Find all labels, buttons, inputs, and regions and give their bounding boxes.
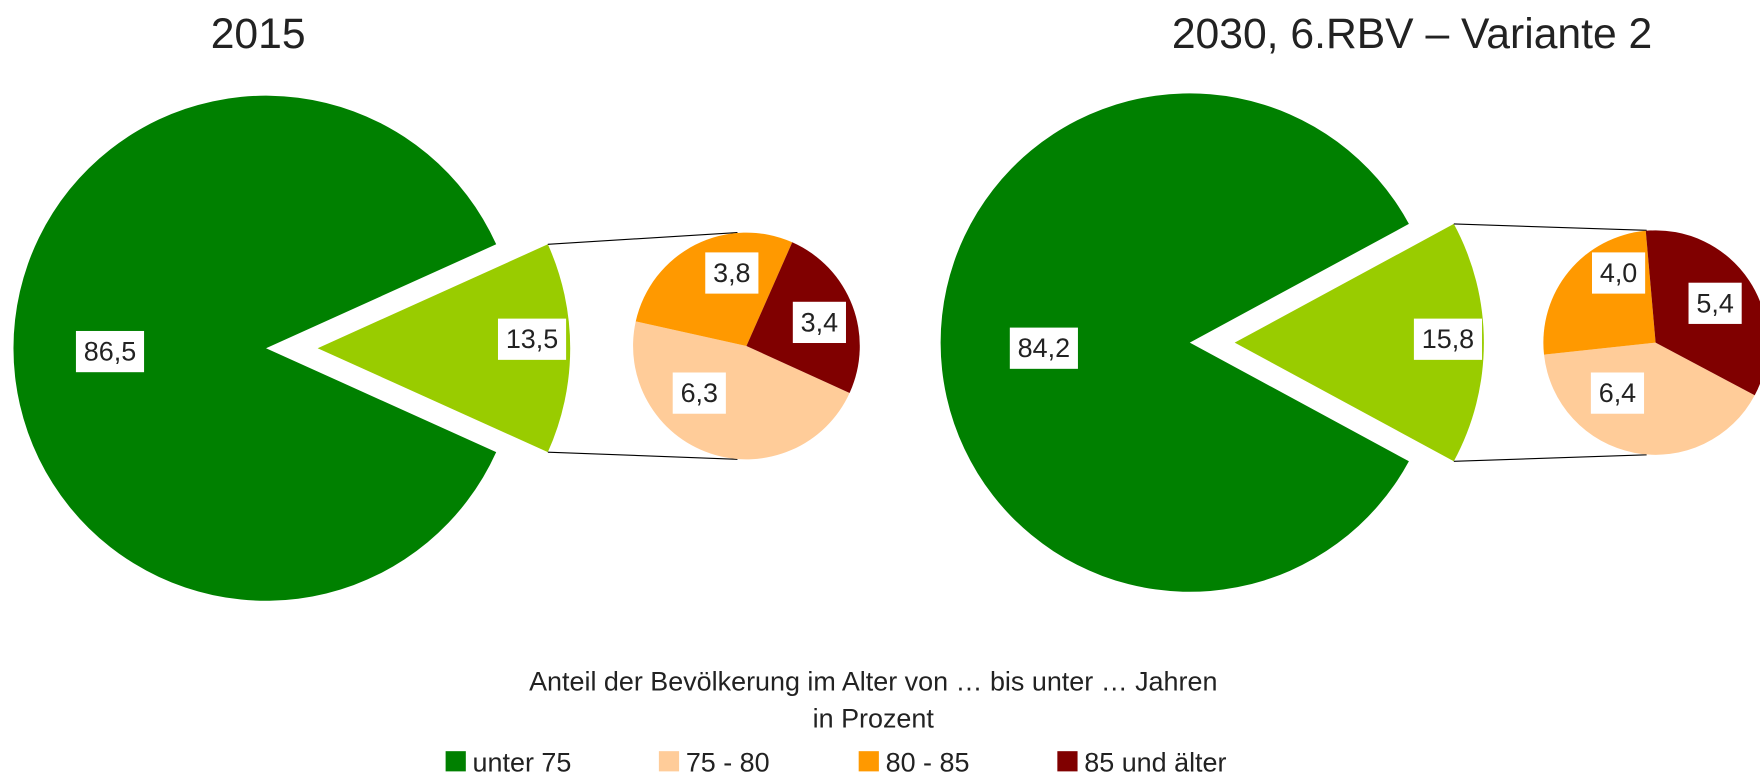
legend-swatch — [658, 751, 680, 772]
legend-label: unter 75 — [473, 747, 572, 775]
pie-slice — [13, 95, 497, 601]
data-label-box — [75, 330, 145, 373]
connector-line — [1453, 454, 1647, 462]
data-label: 6,3 — [681, 378, 718, 408]
legend-swatch — [445, 751, 466, 772]
legend-swatch — [858, 751, 879, 772]
legend-swatch — [1057, 751, 1078, 772]
data-label-box — [1413, 318, 1483, 360]
pie-slice — [317, 244, 571, 453]
data-label-box — [792, 301, 846, 344]
data-label: 13,5 — [506, 324, 558, 354]
connector-line — [547, 232, 738, 245]
data-label-box — [1688, 282, 1742, 324]
legend-label: 75 - 80 — [686, 747, 770, 775]
data-label-box — [1009, 327, 1078, 369]
chart-title: 2015 — [211, 10, 306, 58]
data-label: 84,2 — [1018, 333, 1070, 363]
sub-pie-slice — [1544, 342, 1755, 455]
data-label-box — [672, 372, 726, 414]
data-label: 5,4 — [1696, 288, 1733, 318]
legend-subtitle: in Prozent — [813, 704, 935, 734]
sub-pie-slice — [633, 321, 850, 460]
chart-title: 2030, 6.RBV – Variante 2 — [1172, 10, 1652, 58]
data-label: 3,4 — [801, 307, 838, 337]
legend-title: Anteil der Bevölkerung im Alter von … bi… — [529, 667, 1217, 697]
legend-label: 80 - 85 — [886, 747, 970, 775]
data-label: 3,8 — [713, 258, 750, 288]
data-label-box — [1590, 372, 1645, 414]
pie-slice — [1234, 223, 1484, 462]
data-label: 6,4 — [1599, 378, 1636, 408]
legend-label: 85 und älter — [1084, 747, 1226, 775]
data-label-box — [705, 252, 759, 294]
connector-line — [1453, 223, 1647, 231]
data-label: 86,5 — [84, 337, 136, 367]
data-label-box — [1591, 252, 1646, 294]
pie-slice — [940, 93, 1409, 592]
connector-line — [547, 451, 738, 460]
data-label: 15,8 — [1422, 324, 1474, 354]
data-label-box — [497, 318, 567, 360]
data-label: 4,0 — [1600, 258, 1637, 288]
